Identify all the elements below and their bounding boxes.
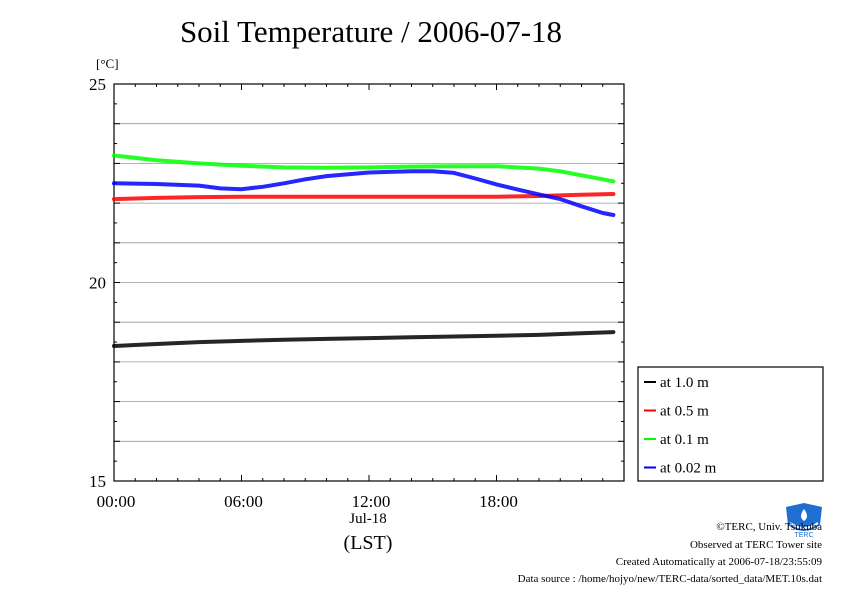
x-tick-label: 12:00	[352, 492, 391, 511]
series-line-at-0-1-m	[112, 153, 616, 184]
legend-label: at 0.5 m	[660, 404, 709, 420]
footer-observed: Observed at TERC Tower site	[689, 539, 822, 551]
terc-logo: TERC	[784, 503, 824, 539]
chart-title: Soil Temperature / 2006-07-18	[179, 14, 563, 49]
plot-frame	[113, 83, 625, 482]
x-axis-date-label: Jul-18	[349, 511, 387, 527]
series-line-at-1-0-m	[112, 330, 616, 348]
logo-text: TERC	[794, 532, 813, 539]
series-line-at-0-02-m	[112, 169, 616, 217]
footer-created: Created Automatically at 2006-07-18/23:5…	[615, 556, 822, 568]
y-axis-unit: [°C]	[96, 56, 119, 71]
footer-data-source: Data source : /home/hojyo/new/TERC-data/…	[517, 573, 822, 585]
x-axis-timezone-label: (LST)	[343, 532, 393, 554]
x-tick-label: 18:00	[479, 492, 518, 511]
legend-label: at 1.0 m	[660, 375, 709, 391]
legend-label: at 0.02 m	[660, 461, 717, 477]
y-tick-label: 15	[89, 472, 106, 491]
legend-box	[637, 366, 824, 482]
x-tick-label: 06:00	[224, 492, 263, 511]
x-tick-label: 00:00	[97, 492, 136, 511]
footer-copyright: ©TERC, Univ. Tsukuba	[716, 521, 822, 533]
y-tick-label: 20	[89, 274, 106, 293]
y-tick-label: 25	[89, 75, 106, 94]
legend-label: at 0.1 m	[660, 432, 709, 448]
